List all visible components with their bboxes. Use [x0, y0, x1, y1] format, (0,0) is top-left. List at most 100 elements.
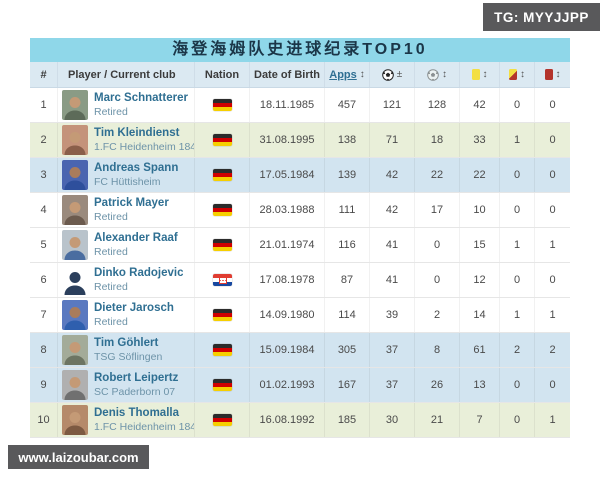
yellow-cards-cell: 42: [460, 88, 500, 122]
player-club: SC Paderborn 07: [94, 385, 176, 398]
second-yellow-cards-cell: 0: [500, 368, 535, 402]
nation-cell: [195, 403, 250, 437]
player-name[interactable]: Tim Kleindienst: [94, 127, 180, 140]
rank-cell: 9: [30, 368, 58, 402]
player-club: 1.FC Heidenheim 1846: [94, 420, 194, 433]
nation-cell: [195, 158, 250, 192]
red-cards-cell: 2: [549, 344, 556, 356]
player-name[interactable]: Patrick Mayer: [94, 197, 169, 210]
dob-cell: 17.05.1984: [250, 158, 325, 192]
nation-cell: [195, 263, 250, 297]
apps-cell: 457: [325, 88, 370, 122]
red-cards-cell: 0: [549, 204, 556, 216]
player-name[interactable]: Alexander Raaf: [94, 232, 178, 245]
red-cards-cell: 1: [549, 414, 556, 426]
player-club: 1.FC Heidenheim 1846: [94, 140, 194, 153]
header-nation: Nation: [195, 62, 250, 87]
red-cards-cell: 0: [549, 274, 556, 286]
rank-cell: 10: [30, 403, 58, 437]
dob-cell: 18.11.1985: [250, 88, 325, 122]
yellow-cards-cell: 22: [460, 158, 500, 192]
header-player: Player / Current club: [58, 62, 195, 87]
header-red-cards[interactable]: ↕: [535, 62, 570, 87]
dob-cell: 16.08.1992: [250, 403, 325, 437]
player-name[interactable]: Denis Thomalla: [94, 407, 179, 420]
soccer-ball-icon: [381, 68, 394, 81]
player-name[interactable]: Andreas Spann: [94, 162, 179, 175]
assists-cell: 22: [415, 158, 460, 192]
red-card-icon: [544, 69, 553, 80]
apps-cell: 87: [325, 263, 370, 297]
nation-flag: [212, 344, 232, 356]
player-cell: Tim Göhlert TSG Söflingen: [58, 333, 195, 367]
second-yellow-cards-cell: 0: [500, 193, 535, 227]
assists-cell: 2: [415, 298, 460, 332]
goals-cell: 121: [370, 88, 415, 122]
header-second-yellow-cards[interactable]: ↕: [500, 62, 535, 87]
player-avatar: [62, 300, 88, 330]
header-goals[interactable]: ±: [370, 62, 415, 87]
player-name[interactable]: Dieter Jarosch: [94, 302, 174, 315]
player-name[interactable]: Marc Schnatterer: [94, 92, 188, 105]
header-dob: Date of Birth: [250, 62, 325, 87]
nation-cell: [195, 193, 250, 227]
player-club: FC Hüttisheim: [94, 175, 161, 188]
apps-cell: 138: [325, 123, 370, 157]
player-club: TSG Söflingen: [94, 350, 163, 363]
goals-cell: 39: [370, 298, 415, 332]
table-row: 1 Marc Schnatterer Retired 18.11.1985 45…: [30, 88, 570, 123]
player-name[interactable]: Dinko Radojevic: [94, 267, 184, 280]
apps-cell: 111: [325, 193, 370, 227]
player-cell: Patrick Mayer Retired: [58, 193, 195, 227]
player-name[interactable]: Robert Leipertz: [94, 372, 179, 385]
nation-flag: [212, 274, 232, 286]
yellow-cards-cell: 15: [460, 228, 500, 262]
player-club: Retired: [94, 105, 128, 118]
soccer-ball-faded-icon: [427, 68, 439, 81]
sort-arrows-icon: ↕: [482, 69, 488, 80]
sort-arrows-icon: ↕: [359, 69, 365, 80]
assists-cell: 0: [415, 228, 460, 262]
player-cell: Marc Schnatterer Retired: [58, 88, 195, 122]
header-yellow-cards[interactable]: ↕: [460, 62, 500, 87]
second-yellow-cards-cell: 1: [500, 298, 535, 332]
player-avatar: [62, 370, 88, 400]
goals-cell: 30: [370, 403, 415, 437]
goals-cell: 41: [370, 263, 415, 297]
player-cell: Tim Kleindienst 1.FC Heidenheim 1846: [58, 123, 195, 157]
sort-arrows-icon: ↕: [520, 69, 525, 80]
nation-flag: [212, 239, 232, 251]
player-club: Retired: [94, 245, 128, 258]
stats-table: 海登海姆队史进球纪录TOP10 # Player / Current club …: [30, 38, 570, 438]
rank-cell: 4: [30, 193, 58, 227]
apps-cell: 167: [325, 368, 370, 402]
yellow-cards-cell: 7: [460, 403, 500, 437]
yellow-cards-cell: 33: [460, 123, 500, 157]
yellow-card-icon: [471, 69, 480, 80]
header-assists[interactable]: ↕: [415, 62, 460, 87]
goals-cell: 42: [370, 158, 415, 192]
player-avatar: [62, 125, 88, 155]
second-yellow-cards-cell: 0: [500, 158, 535, 192]
header-rank: #: [30, 62, 58, 87]
player-avatar: [62, 265, 88, 295]
table-row: 9 Robert Leipertz SC Paderborn 07 01.02.…: [30, 368, 570, 403]
second-yellow-cards-cell: 0: [500, 403, 535, 437]
player-avatar: [62, 160, 88, 190]
rank-cell: 7: [30, 298, 58, 332]
sort-arrows-icon: ↕: [555, 69, 561, 80]
rank-cell: 2: [30, 123, 58, 157]
table-row: 8 Tim Göhlert TSG Söflingen 15.09.1984 3…: [30, 333, 570, 368]
assists-cell: 26: [415, 368, 460, 402]
table-row: 6 Dinko Radojevic Retired 17.08.1978 87 …: [30, 263, 570, 298]
player-name[interactable]: Tim Göhlert: [94, 337, 159, 350]
nation-cell: [195, 123, 250, 157]
apps-cell: 185: [325, 403, 370, 437]
table-row: 7 Dieter Jarosch Retired 14.09.1980 114 …: [30, 298, 570, 333]
second-yellow-cards-cell: 0: [500, 263, 535, 297]
goals-cell: 37: [370, 333, 415, 367]
header-apps[interactable]: Apps ↕: [325, 62, 370, 87]
apps-sort-link[interactable]: Apps: [329, 68, 357, 81]
dob-cell: 14.09.1980: [250, 298, 325, 332]
second-yellow-cards-cell: 2: [500, 333, 535, 367]
